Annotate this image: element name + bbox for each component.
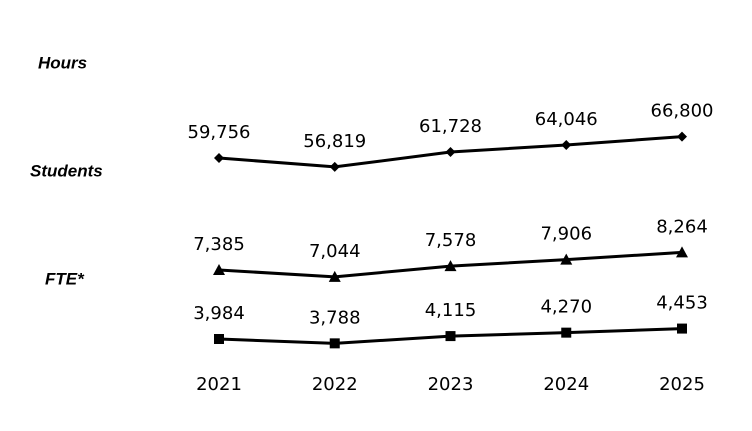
- marker: [444, 260, 457, 272]
- marker: [677, 323, 687, 334]
- data-label: 64,046: [535, 109, 598, 130]
- data-label: 8,264: [656, 216, 708, 237]
- data-label: 66,800: [651, 101, 714, 122]
- x-tick-label: 2025: [659, 374, 705, 395]
- marker: [677, 131, 687, 142]
- data-label: 7,906: [540, 224, 592, 245]
- marker: [214, 334, 224, 344]
- marker: [560, 253, 573, 265]
- data-label: 4,270: [540, 297, 592, 318]
- data-label: 7,578: [425, 230, 477, 251]
- marker: [561, 327, 572, 338]
- marker: [329, 338, 340, 349]
- marker: [445, 331, 456, 342]
- data-label: 3,984: [193, 303, 245, 324]
- data-label: 4,453: [656, 293, 708, 314]
- x-tick-label: 2024: [543, 374, 589, 395]
- marker: [213, 264, 225, 275]
- series-label: FTE*: [45, 269, 85, 288]
- marker: [445, 147, 456, 158]
- data-label: 7,385: [193, 234, 245, 255]
- marker: [214, 153, 224, 163]
- data-label: 3,788: [309, 307, 361, 328]
- marker: [676, 246, 688, 258]
- marker: [329, 161, 340, 172]
- data-label: 59,756: [188, 122, 251, 143]
- marker: [561, 140, 572, 150]
- data-label: 61,728: [419, 116, 482, 137]
- series-label: Hours: [38, 53, 87, 72]
- marker: [328, 270, 341, 282]
- x-tick-label: 2021: [196, 374, 242, 395]
- x-tick-label: 2023: [428, 374, 474, 395]
- data-label: 56,819: [303, 131, 366, 152]
- series-label: Students: [30, 161, 103, 180]
- data-label: 4,115: [425, 300, 477, 321]
- data-label: 7,044: [309, 241, 361, 262]
- x-tick-label: 2022: [312, 374, 358, 395]
